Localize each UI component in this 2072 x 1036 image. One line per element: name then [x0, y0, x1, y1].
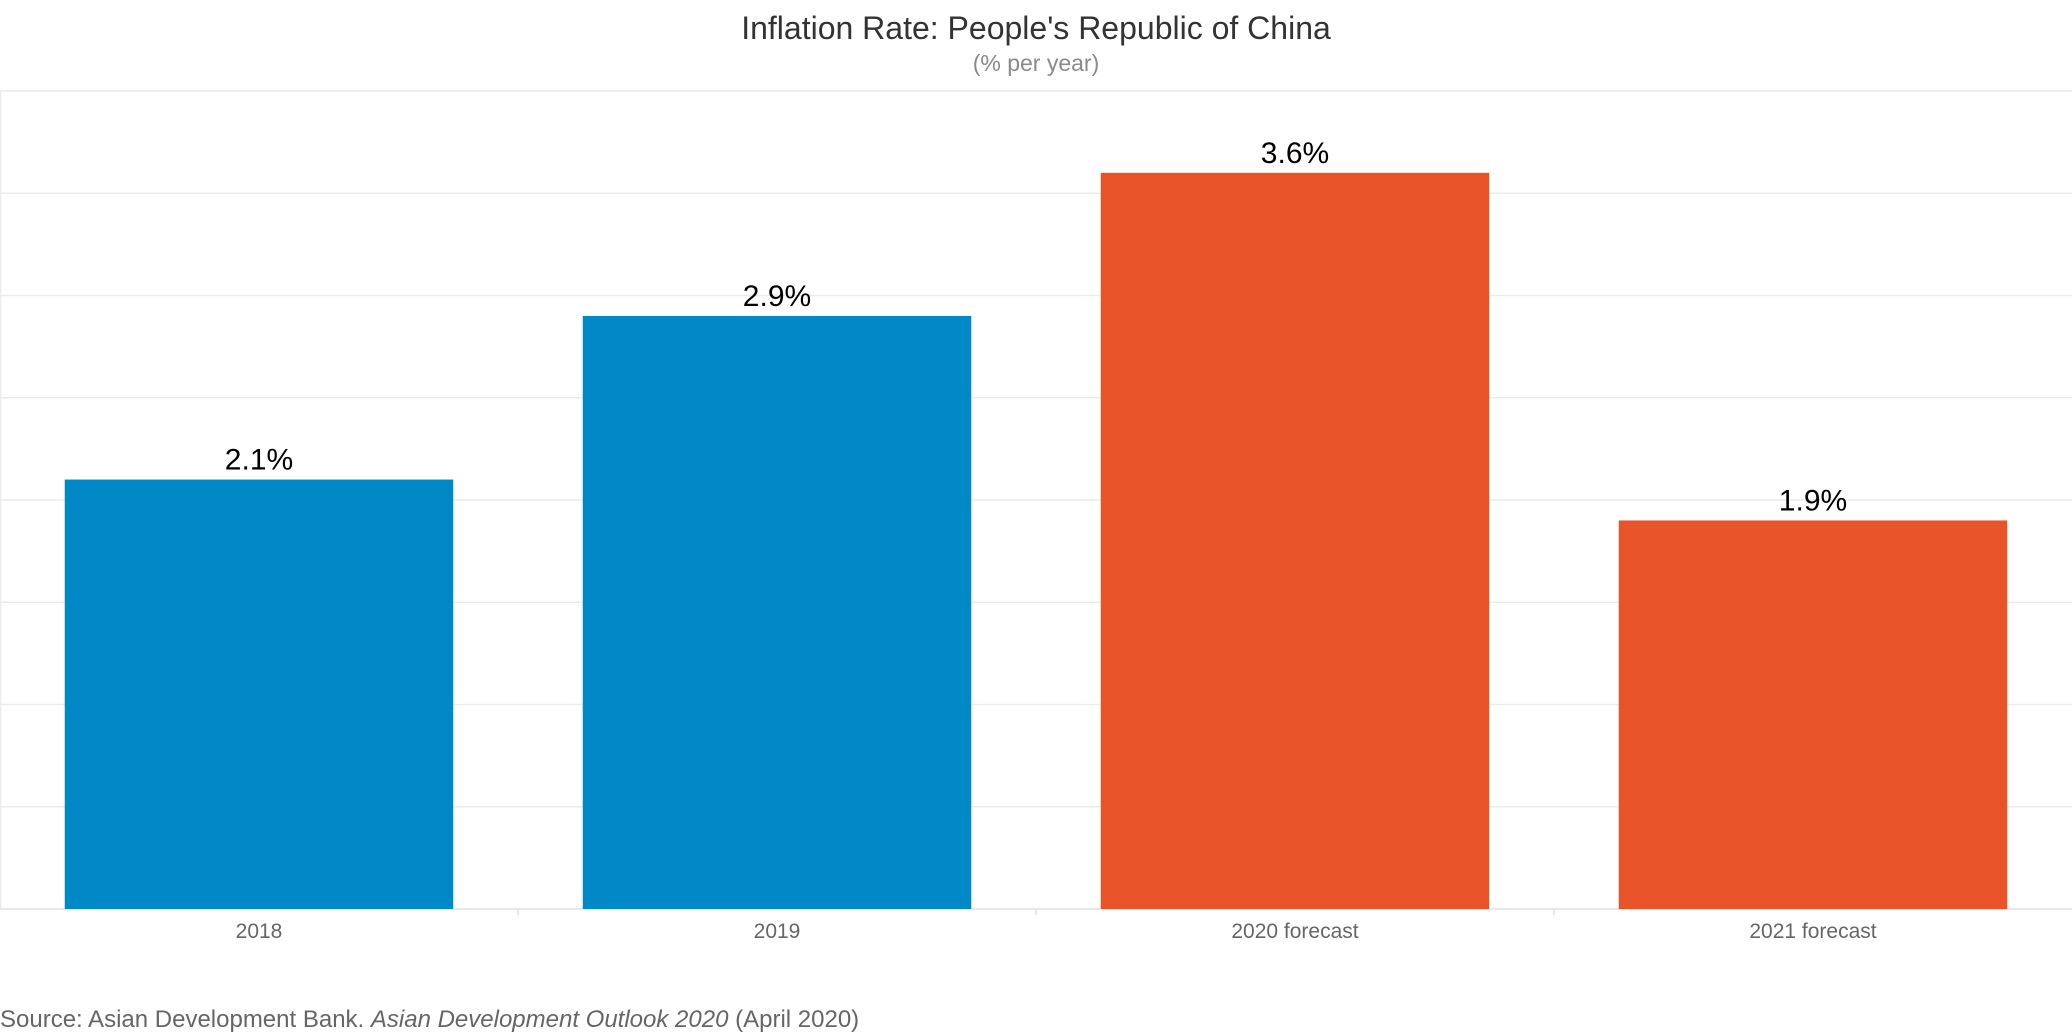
source-suffix: (April 2020) — [728, 1006, 860, 1033]
data-label: 2.1% — [225, 444, 293, 477]
bars — [64, 172, 2008, 910]
chart-title: Inflation Rate: People's Republic of Chi… — [741, 10, 1331, 46]
x-tick-label: 2018 — [236, 920, 283, 943]
x-tick-labels: 2018 2019 2020 forecast 2021 forecast — [236, 920, 1877, 943]
bar — [1618, 520, 2008, 909]
source-publication: Asian Development Outlook 2020 — [370, 1006, 729, 1033]
x-tick-label: 2019 — [754, 920, 801, 943]
x-axis — [0, 908, 2072, 915]
data-labels: 2.1% 2.9% 3.6% 1.9% — [225, 137, 1847, 518]
bar — [1100, 172, 1490, 910]
x-tick-label: 2021 forecast — [1749, 920, 1876, 943]
data-label: 2.9% — [743, 280, 811, 313]
chart-subtitle: (% per year) — [972, 50, 1100, 76]
bar-chart: 2.1%2.9%3.6%1.9% 2018 2019 2020 forecast 20… — [0, 90, 2072, 943]
data-label: 1.9% — [1779, 484, 1847, 517]
x-tick-label: 2020 forecast — [1231, 920, 1358, 943]
source-note: Source: Asian Development Bank. Asian De… — [0, 1006, 859, 1034]
bar — [64, 479, 454, 909]
source-prefix: Source: Asian Development Bank. — [0, 1006, 371, 1033]
bar — [582, 315, 972, 909]
data-label: 3.6% — [1261, 137, 1329, 170]
gridlines — [0, 90, 2072, 909]
